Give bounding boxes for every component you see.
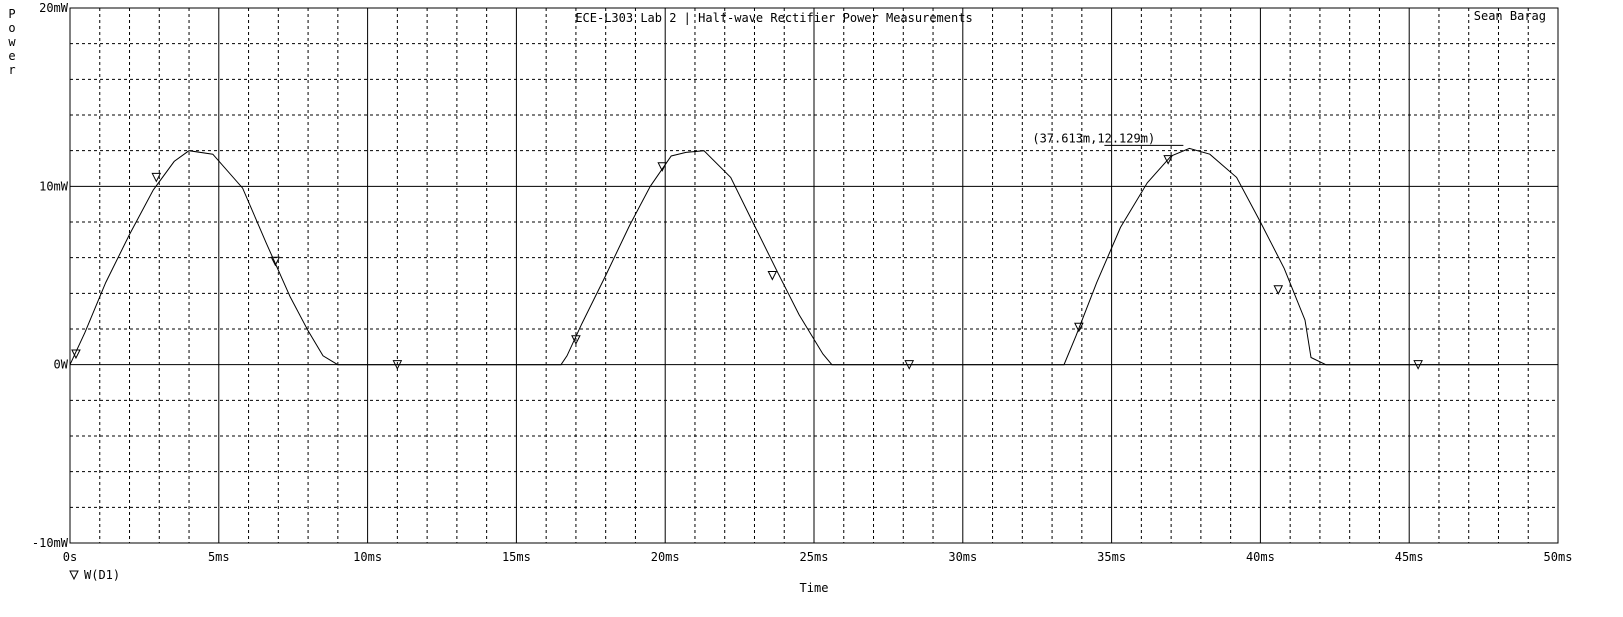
cursor-annotation: (37.613m,12.129m) <box>1032 131 1184 146</box>
x-tick-label: 40ms <box>1246 550 1275 564</box>
series-marker <box>1163 155 1173 165</box>
y-axis-label: Power <box>8 7 16 77</box>
y-tick-label: 20mW <box>39 1 69 15</box>
plot-frame <box>69 7 1559 544</box>
chart-title: ECE-L303 Lab 2 | Half-wave Rectifier Pow… <box>575 11 972 25</box>
x-tick-label: 0s <box>63 550 77 564</box>
series-marker <box>767 271 778 281</box>
y-axis-label-char: o <box>8 21 15 35</box>
author-label: Sean Barag <box>1474 9 1546 23</box>
series-marker <box>571 335 581 345</box>
y-tick-label: 10mW <box>39 179 69 193</box>
major-grid <box>70 8 1558 543</box>
series-marker <box>904 360 915 370</box>
y-tick-label: -10mW <box>32 536 69 550</box>
y-axis-label-char: r <box>8 63 15 77</box>
series-marker <box>392 360 403 370</box>
x-tick-label: 45ms <box>1395 550 1424 564</box>
annotation-label: (37.613m,12.129m) <box>1032 131 1155 145</box>
x-tick-label: 15ms <box>502 550 531 564</box>
series-marker <box>270 256 281 267</box>
x-tick-labels: 0s 5ms 10ms 15ms 20ms 25ms 30ms 35ms 40ms 45ms 50m… <box>63 550 1573 564</box>
series-w-d1-line <box>69 147 1499 366</box>
y-tick-labels: -10mW 0W 10mW 20mW <box>32 1 69 550</box>
y-axis-label-char: w <box>8 35 16 49</box>
x-tick-label: 30ms <box>948 550 977 564</box>
legend-marker-icon <box>69 570 79 581</box>
series-marker <box>71 349 81 360</box>
x-axis-label: Time <box>800 581 829 595</box>
x-tick-label: 50ms <box>1544 550 1573 564</box>
x-tick-label: 35ms <box>1097 550 1126 564</box>
series-marker <box>657 162 668 172</box>
y-axis-label-char: e <box>8 49 15 63</box>
legend-label: W(D1) <box>84 568 120 582</box>
series-marker <box>1413 360 1423 370</box>
series-w-d1-markers <box>71 155 1423 370</box>
y-axis-label-char: P <box>8 7 15 21</box>
series-marker <box>1273 285 1284 295</box>
x-tick-label: 20ms <box>651 550 680 564</box>
y-tick-label: 0W <box>54 358 69 372</box>
x-tick-label: 25ms <box>800 550 829 564</box>
series-marker <box>1074 322 1084 333</box>
x-tick-label: 10ms <box>353 550 382 564</box>
legend: W(D1) <box>69 568 120 582</box>
x-tick-label: 5ms <box>208 550 230 564</box>
series-marker <box>151 172 162 183</box>
